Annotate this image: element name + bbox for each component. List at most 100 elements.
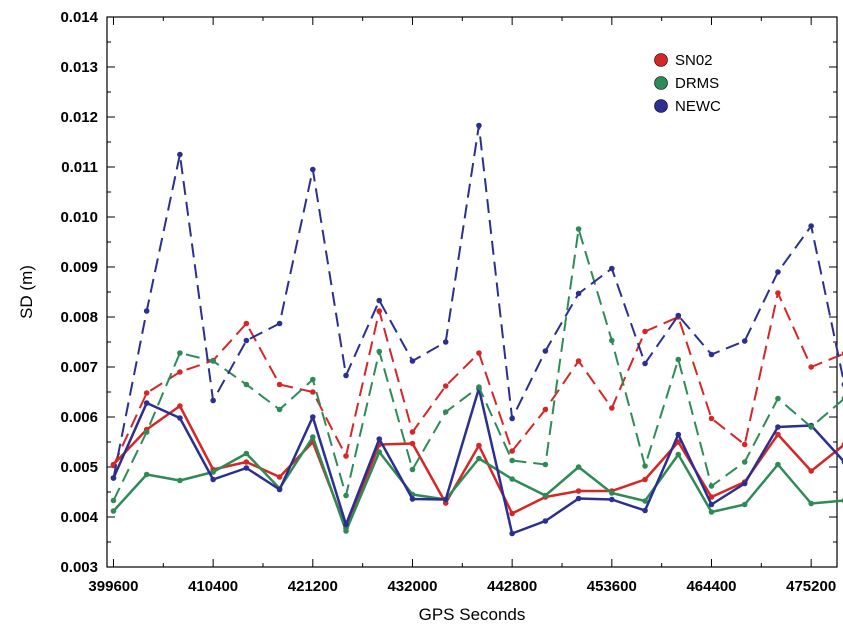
y-tick-label: 0.013	[60, 59, 98, 76]
plot-frame	[106, 16, 838, 568]
data-point	[775, 269, 781, 275]
data-point	[143, 390, 150, 396]
data-point	[609, 265, 615, 272]
data-point	[708, 494, 715, 500]
series-line-dashed	[112, 124, 843, 479]
data-point	[509, 530, 515, 537]
data-point	[575, 290, 582, 297]
data-point	[575, 226, 582, 232]
data-point	[775, 431, 781, 438]
data-point	[509, 510, 515, 517]
data-point	[708, 509, 715, 515]
data-point	[476, 122, 482, 129]
x-tick-label: 399600	[88, 578, 138, 595]
series-1	[110, 434, 843, 534]
data-point	[343, 492, 349, 499]
data-point	[276, 320, 283, 327]
data-point	[442, 383, 449, 389]
legend-label: NEWC	[675, 98, 721, 115]
data-point	[575, 495, 582, 502]
data-point	[310, 376, 316, 383]
data-point	[210, 469, 216, 475]
data-point	[642, 507, 648, 514]
data-point	[243, 450, 250, 457]
data-point	[542, 348, 549, 354]
data-point	[775, 290, 781, 296]
data-point	[808, 364, 814, 370]
data-point	[276, 474, 283, 480]
data-point	[409, 496, 416, 502]
data-point	[177, 369, 183, 375]
data-point	[741, 441, 748, 448]
data-point	[376, 308, 383, 314]
legend-marker	[654, 53, 668, 67]
data-point	[509, 448, 515, 454]
data-point	[376, 436, 383, 442]
data-point	[243, 337, 250, 344]
data-point	[343, 453, 349, 459]
data-point	[210, 397, 216, 404]
data-point	[177, 151, 183, 158]
data-point	[409, 358, 416, 364]
data-point	[675, 312, 682, 319]
data-point	[343, 372, 349, 379]
series-3	[110, 290, 843, 469]
data-point	[642, 463, 648, 469]
data-point	[509, 476, 515, 482]
data-point	[476, 442, 482, 449]
legend-label: DRMS	[675, 75, 719, 92]
y-tick-label: 0.007	[60, 359, 98, 376]
data-point	[476, 350, 482, 356]
data-point	[376, 449, 383, 455]
data-point	[442, 409, 449, 415]
data-point	[210, 358, 216, 364]
y-tick-label: 0.004	[60, 509, 98, 526]
data-point	[177, 350, 183, 356]
data-point	[143, 308, 150, 314]
data-point	[741, 459, 748, 465]
x-axis-title: GPS Seconds	[419, 605, 526, 624]
data-point	[542, 406, 549, 413]
data-point	[310, 166, 316, 173]
data-point	[409, 429, 416, 435]
x-tick-label: 432000	[387, 578, 437, 595]
data-point	[808, 223, 814, 229]
data-point	[808, 424, 814, 430]
data-point	[110, 497, 117, 504]
data-point	[609, 496, 615, 503]
data-point	[376, 297, 383, 304]
series-line-dashed	[112, 292, 843, 466]
data-point	[642, 498, 648, 504]
x-tick-label: 453600	[587, 578, 637, 595]
y-tick-label: 0.003	[60, 559, 98, 576]
legend: SN02 DRMS NEWC	[654, 52, 721, 115]
data-point	[708, 351, 715, 358]
data-point	[542, 518, 549, 524]
data-point	[575, 358, 582, 364]
data-point	[575, 488, 582, 494]
data-point	[642, 476, 648, 483]
y-tick-label: 0.011	[61, 159, 98, 176]
data-point	[642, 360, 648, 367]
data-point	[143, 471, 150, 478]
data-point	[675, 356, 682, 363]
data-point	[741, 501, 748, 508]
series-layer	[110, 122, 843, 537]
data-point	[143, 429, 150, 435]
data-point	[310, 389, 316, 395]
data-point	[509, 415, 515, 422]
x-tick-label: 421200	[288, 578, 338, 595]
y-axis-title: SD (m)	[17, 265, 36, 319]
data-point	[143, 400, 150, 406]
data-point	[177, 477, 183, 484]
data-point	[741, 338, 748, 344]
legend-label: SN02	[675, 52, 713, 69]
data-point	[476, 455, 482, 462]
data-point	[442, 496, 449, 503]
data-point	[741, 480, 748, 487]
y-tick-label: 0.010	[60, 209, 98, 226]
y-tick-label: 0.009	[60, 259, 98, 276]
data-point	[177, 403, 183, 409]
x-tick-label: 464400	[686, 578, 736, 595]
